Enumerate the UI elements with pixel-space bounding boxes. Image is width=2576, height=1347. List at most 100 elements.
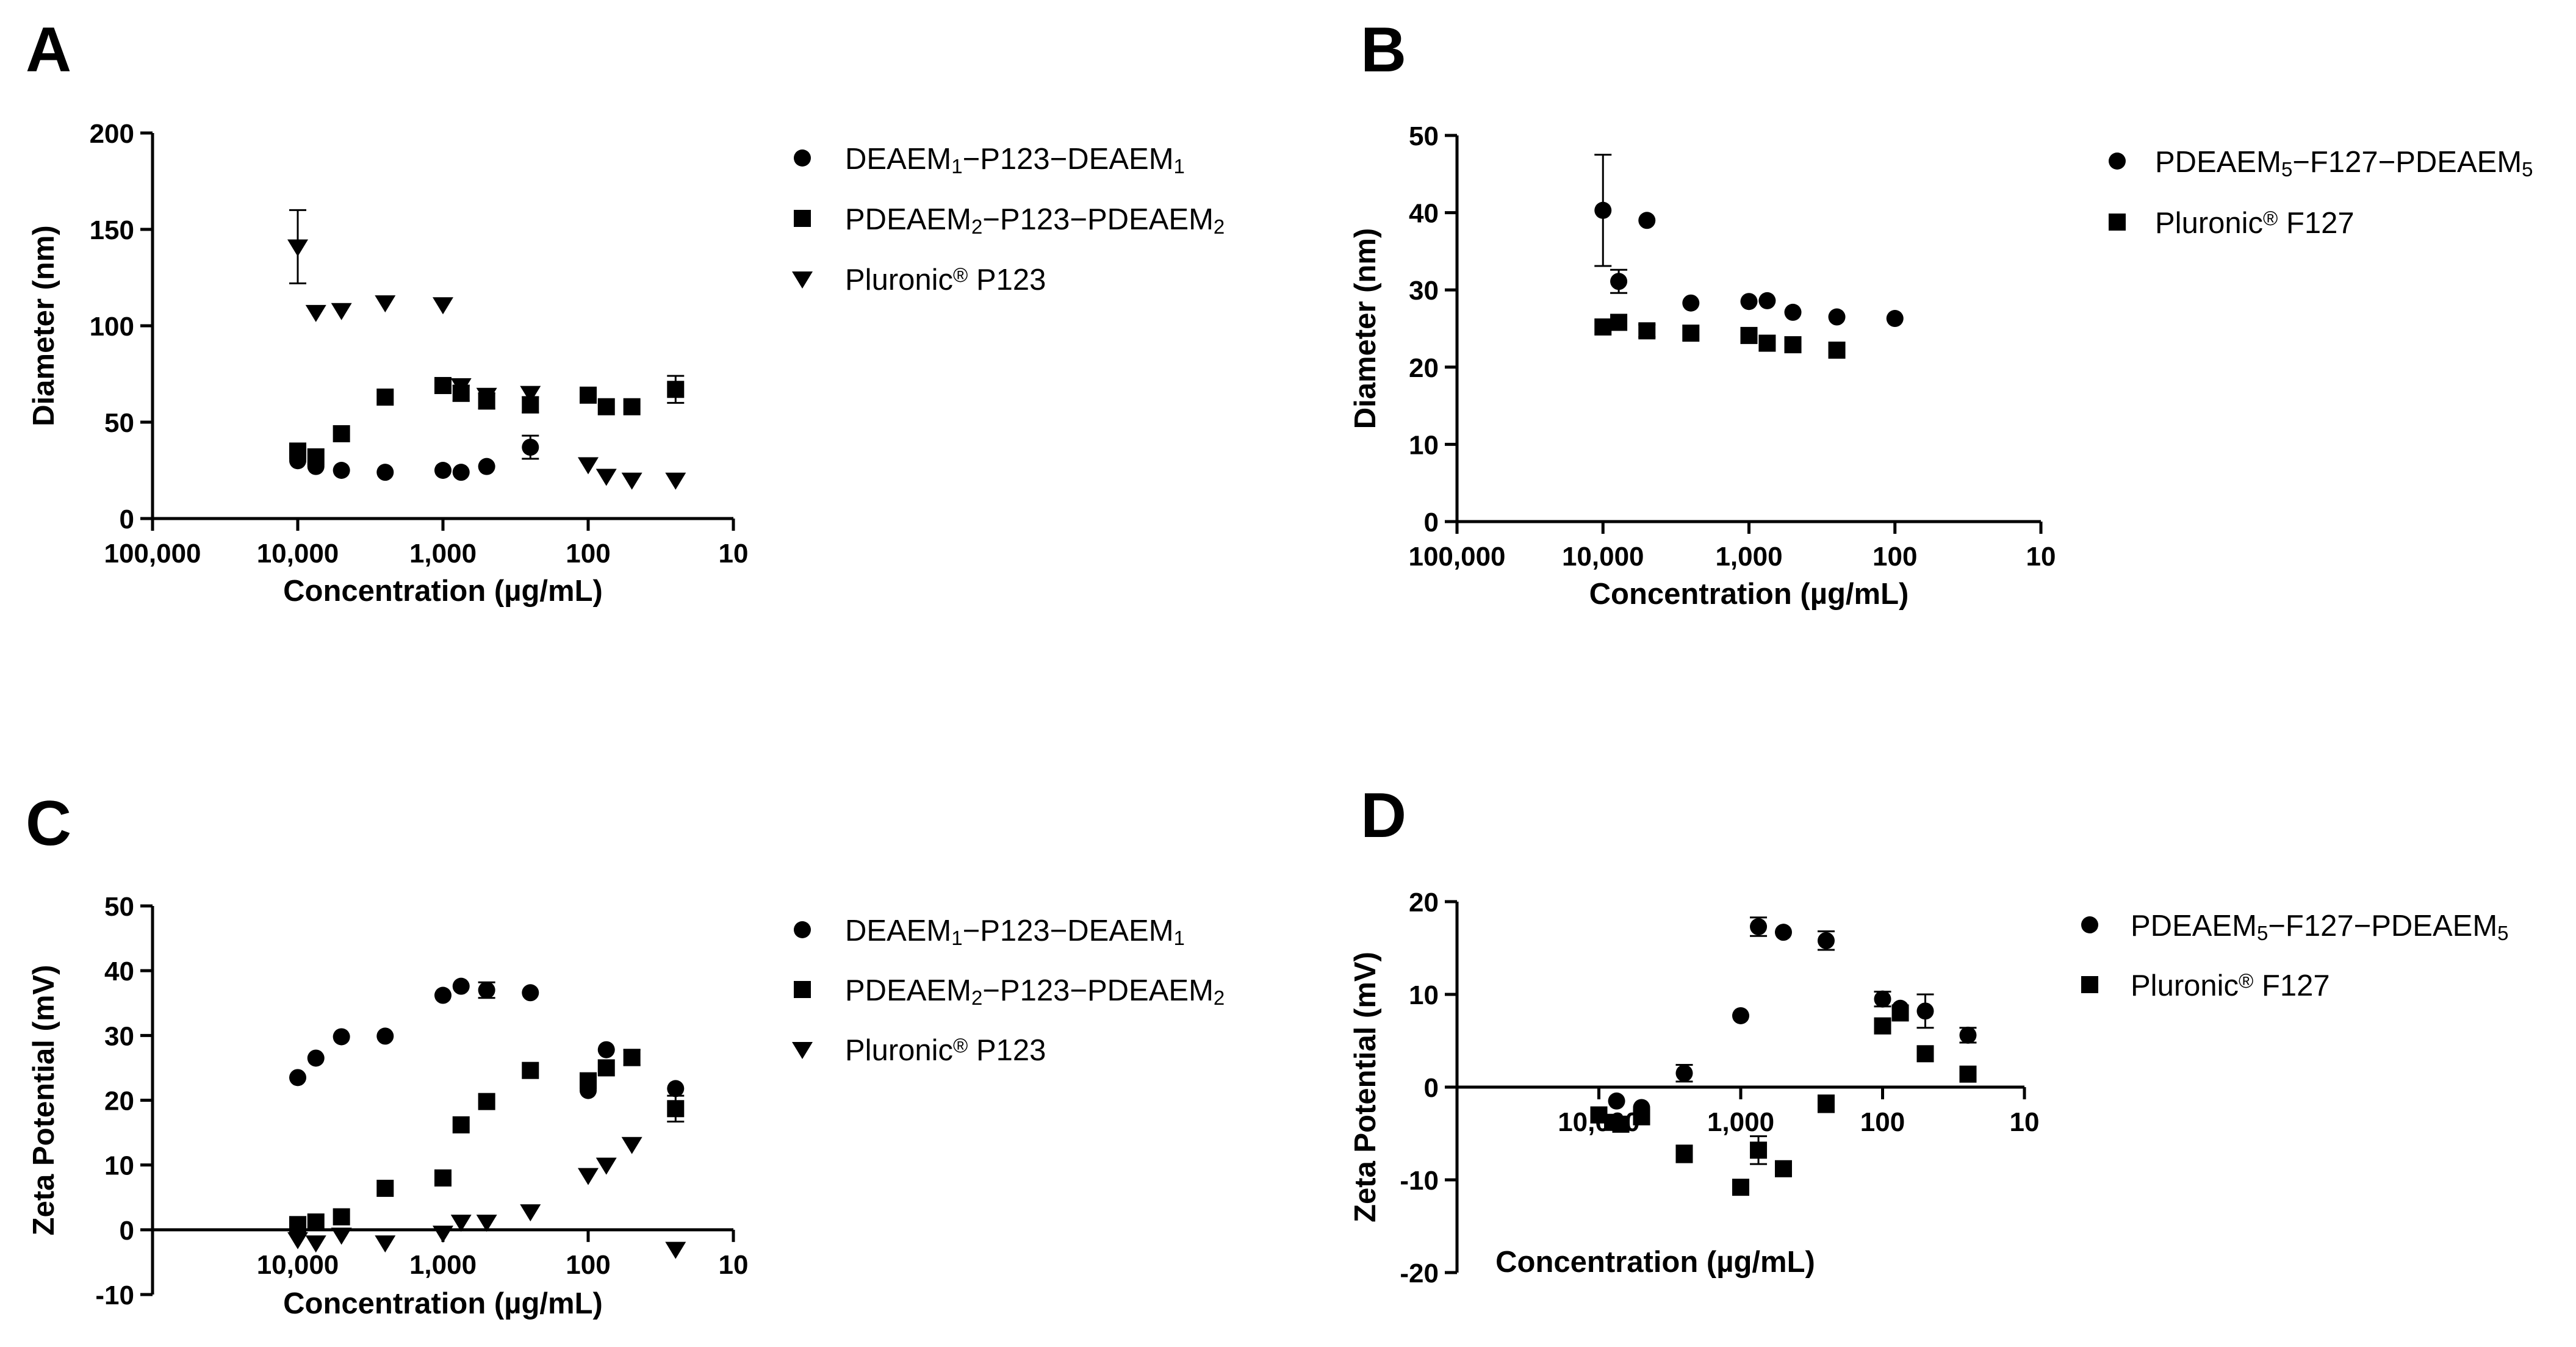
data-point [667, 1100, 685, 1118]
y-tick-label: 40 [1409, 199, 1439, 229]
data-point [333, 425, 350, 442]
x-tick-label: 10,000 [1562, 542, 1644, 572]
y-tick-label: 30 [1409, 276, 1439, 306]
data-point [1608, 1092, 1625, 1110]
y-tick-label: 150 [90, 215, 134, 245]
y-tick-label: 40 [104, 957, 134, 986]
data-point [1740, 326, 1758, 344]
data-point [1675, 1145, 1693, 1163]
legend-label-part: DEAEM [845, 914, 951, 947]
legend-label-part: F127 [2253, 969, 2330, 1002]
data-point [1828, 341, 1846, 359]
legend-label-part: Pluronic [2131, 969, 2239, 1002]
data-point [597, 1041, 615, 1058]
legend-label-part: PDEAEM [2155, 146, 2281, 179]
data-point [289, 442, 306, 460]
legend-label-part: −P123−PDEAEM [982, 203, 1214, 236]
data-point [452, 977, 470, 995]
data-point [580, 386, 597, 404]
legend-marker [794, 149, 811, 167]
data-point [287, 1232, 308, 1249]
data-point [1750, 918, 1768, 936]
y-tick-label: -10 [1400, 1166, 1439, 1196]
data-point [434, 376, 452, 394]
legend-label-part: 2 [1214, 215, 1225, 238]
x-axis-title: Concentration (µg/mL) [1495, 1246, 1815, 1279]
data-point [478, 1093, 495, 1110]
legend-marker [2109, 214, 2126, 231]
y-tick-label: 0 [1424, 508, 1439, 537]
data-point [376, 464, 394, 481]
y-tick-label: 20 [104, 1087, 134, 1116]
data-point [307, 1213, 325, 1231]
legend-label-part: P123 [968, 1034, 1046, 1067]
legend-label-part: PDEAEM [2131, 910, 2257, 943]
data-point [1638, 322, 1656, 340]
data-point [1774, 924, 1792, 941]
x-tick-label: 10 [2026, 542, 2056, 572]
chart-c: C -10 0 10 20 30 40 50 10,000 1,000 100 10 Concentra… [26, 788, 1225, 1320]
legend-marker [2109, 153, 2126, 170]
legend-label: Pluronic® P123 [845, 1034, 1046, 1067]
x-tick-label: 100,000 [104, 539, 201, 569]
panel-letter: D [1361, 780, 1406, 851]
data-point [333, 1028, 350, 1046]
x-tick-label: 10 [2010, 1107, 2040, 1137]
data-point [595, 469, 617, 486]
legend-label-part: PDEAEM [845, 203, 971, 236]
legend-label-part: ® [953, 264, 968, 286]
data-point [1874, 990, 1891, 1008]
data-point [331, 303, 352, 320]
data-point [287, 239, 308, 257]
data-point [434, 986, 452, 1004]
x-tick-label: 1,000 [1715, 542, 1782, 572]
panel-letter: C [26, 788, 71, 859]
legend-label-part: DEAEM [845, 143, 951, 176]
series-circle [289, 434, 539, 481]
data-point [580, 1072, 597, 1090]
data-point [597, 1059, 615, 1077]
legend-label-part: 2 [971, 986, 982, 1009]
data-point [305, 1235, 326, 1253]
data-point [522, 984, 539, 1002]
data-point [476, 387, 497, 405]
y-tick-label: 100 [90, 312, 134, 342]
legend-label-part: 2 [971, 215, 982, 238]
legend-marker [2081, 916, 2098, 933]
data-point [623, 1049, 641, 1066]
data-point [1817, 932, 1835, 949]
data-point [289, 1069, 306, 1087]
x-tick-label: 10 [719, 539, 749, 569]
y-tick-label: 10 [1409, 980, 1439, 1010]
data-point [1594, 318, 1612, 336]
series-circle [289, 977, 685, 1099]
data-point [307, 1049, 325, 1067]
legend-label-part: P123 [968, 264, 1046, 296]
data-point [1594, 201, 1612, 219]
data-point [376, 1179, 394, 1197]
data-point [1916, 1045, 1934, 1063]
data-point [597, 398, 615, 415]
data-point [1758, 334, 1776, 352]
data-point [1891, 1004, 1909, 1022]
x-tick-label: 10,000 [257, 539, 339, 569]
data-point [1638, 212, 1656, 229]
legend-marker [792, 1042, 813, 1059]
legend-label: PDEAEM2−P123−PDEAEM2 [845, 203, 1225, 238]
data-point [331, 1227, 352, 1245]
legend-label: PDEAEM5−F127−PDEAEM5 [2155, 146, 2533, 181]
data-point [1732, 1007, 1749, 1024]
data-point [1959, 1026, 1977, 1044]
data-point [1732, 1179, 1749, 1196]
data-point [434, 462, 452, 479]
y-tick-label: 50 [104, 892, 134, 922]
legend-label-part: F127 [2278, 207, 2354, 240]
data-point [522, 439, 539, 456]
x-tick-label: 10 [719, 1250, 749, 1280]
data-point [1874, 1017, 1891, 1035]
series-square [1590, 1004, 1977, 1196]
y-tick-label: 20 [1409, 353, 1439, 383]
legend-label-part: 1 [951, 927, 962, 949]
x-axis-title: Concentration (µg/mL) [283, 575, 603, 608]
data-point [450, 378, 472, 395]
